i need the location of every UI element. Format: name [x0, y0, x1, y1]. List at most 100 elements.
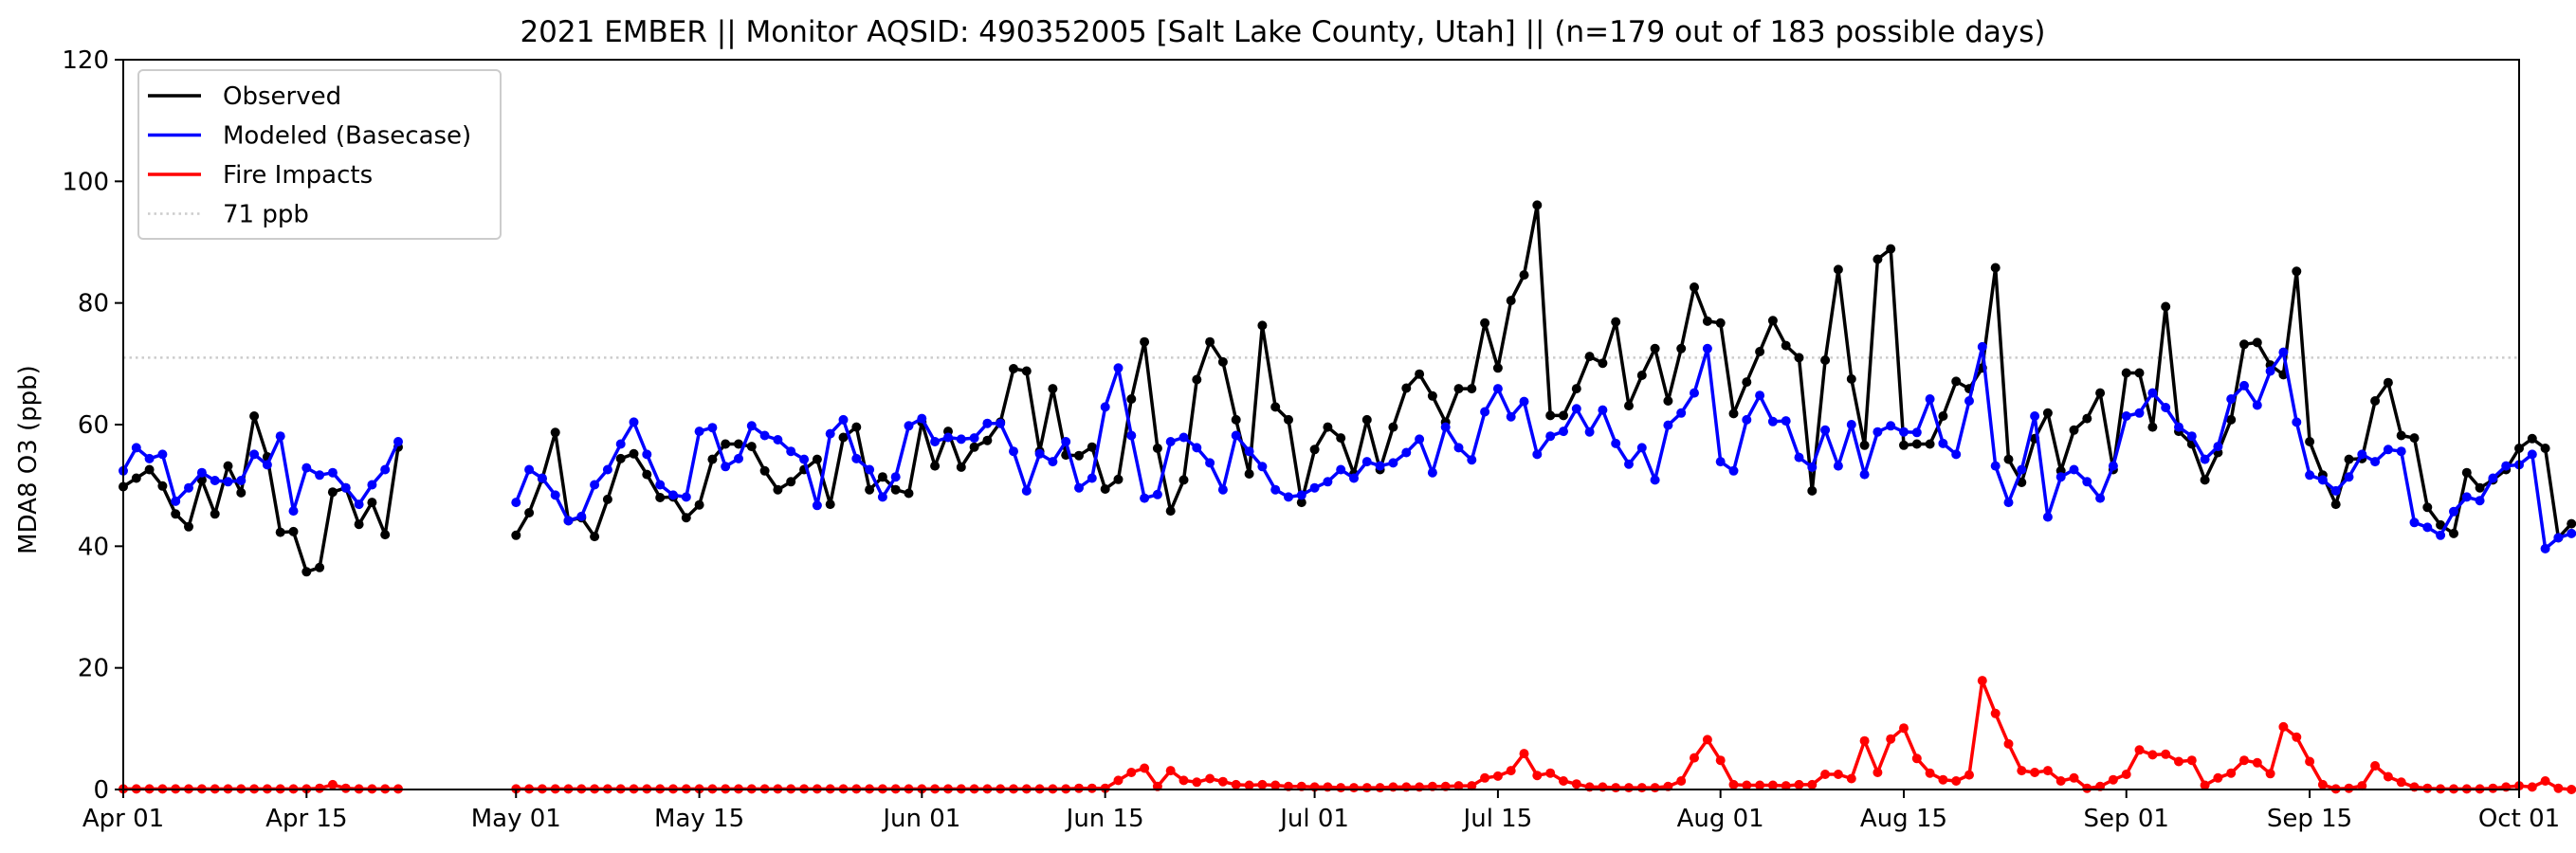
- data-point: [1244, 780, 1254, 790]
- data-point: [956, 434, 966, 445]
- data-point: [1492, 363, 1503, 373]
- data-point: [2488, 783, 2498, 793]
- data-point: [2265, 366, 2275, 376]
- data-point: [1427, 467, 1437, 478]
- data-point: [1375, 461, 1385, 471]
- data-point: [1702, 735, 1712, 745]
- data-point: [196, 467, 207, 478]
- data-point: [982, 435, 993, 445]
- data-point: [2069, 464, 2079, 475]
- data-point: [773, 435, 783, 445]
- data-point: [1087, 783, 1097, 793]
- data-point: [1873, 254, 1883, 264]
- data-point: [1742, 414, 1752, 425]
- data-point: [1217, 484, 1228, 495]
- data-point: [590, 532, 600, 542]
- data-point: [1284, 414, 1293, 425]
- data-point: [2409, 517, 2420, 528]
- data-point: [1349, 783, 1359, 793]
- data-point: [2422, 783, 2433, 793]
- data-point: [1231, 430, 1241, 441]
- data-point: [1532, 449, 1543, 460]
- data-point: [576, 511, 587, 521]
- data-point: [1742, 377, 1752, 388]
- data-point: [262, 460, 272, 470]
- data-point: [2200, 454, 2210, 464]
- data-point: [2252, 337, 2262, 348]
- data-point: [380, 530, 391, 540]
- data-point: [1453, 443, 1464, 453]
- data-point: [1244, 469, 1254, 479]
- data-point: [2461, 467, 2472, 478]
- chart-title: 2021 EMBER || Monitor AQSID: 490352005 […: [520, 15, 2045, 49]
- data-point: [2017, 464, 2027, 475]
- data-point: [1480, 407, 1490, 417]
- data-point: [2370, 457, 2381, 467]
- data-point: [1309, 445, 1320, 455]
- data-point: [2226, 768, 2237, 778]
- data-point: [1217, 356, 1228, 367]
- data-point: [1126, 430, 1137, 441]
- data-point: [1584, 352, 1595, 362]
- data-point: [1113, 775, 1124, 786]
- data-point: [930, 461, 941, 471]
- data-point: [1676, 776, 1687, 786]
- data-point: [759, 430, 770, 441]
- data-point: [1820, 770, 1831, 779]
- data-point: [1925, 439, 1935, 449]
- data-point: [1650, 475, 1660, 485]
- data-point: [2069, 425, 2079, 435]
- data-point: [1361, 457, 1372, 467]
- data-point: [1899, 426, 1909, 437]
- data-point: [1165, 766, 1176, 776]
- data-point: [851, 422, 862, 432]
- data-point: [1911, 753, 1922, 764]
- data-point: [746, 421, 757, 431]
- data-point: [1951, 776, 1962, 786]
- data-point: [1728, 465, 1739, 476]
- data-point: [1231, 414, 1241, 425]
- data-point: [812, 500, 822, 511]
- data-point: [2527, 433, 2537, 444]
- data-point: [1532, 771, 1543, 781]
- x-tick-label: Aug 01: [1677, 805, 1764, 833]
- data-point: [511, 530, 521, 540]
- data-point: [2252, 757, 2262, 768]
- data-point: [721, 439, 731, 449]
- data-point: [2095, 493, 2106, 503]
- data-point: [2396, 777, 2406, 788]
- data-point: [2042, 408, 2053, 418]
- data-point: [144, 464, 155, 475]
- data-point: [2317, 475, 2328, 485]
- data-point: [2200, 780, 2210, 790]
- data-point: [2121, 770, 2131, 779]
- data-point: [1323, 422, 1333, 432]
- data-point: [904, 488, 914, 499]
- data-point: [1126, 768, 1137, 777]
- data-point: [1257, 320, 1268, 331]
- data-point: [681, 492, 691, 502]
- data-point: [1859, 469, 1870, 480]
- data-point: [2475, 482, 2485, 493]
- data-point: [2108, 774, 2118, 785]
- data-point: [1126, 394, 1137, 404]
- data-point: [2186, 755, 2197, 766]
- series-line: [121, 434, 400, 513]
- data-point: [1192, 374, 1202, 385]
- data-point: [2567, 518, 2576, 529]
- data-point: [2540, 776, 2550, 786]
- data-point: [1584, 426, 1595, 437]
- data-point: [655, 480, 666, 490]
- data-point: [1690, 282, 1699, 292]
- data-point: [1545, 410, 1556, 421]
- data-point: [2055, 472, 2066, 482]
- data-point: [2436, 530, 2446, 540]
- data-point: [2567, 528, 2576, 538]
- legend-box: [137, 69, 502, 240]
- data-point: [668, 490, 678, 500]
- data-point: [171, 496, 181, 506]
- data-point: [1977, 676, 1987, 686]
- x-tick-label: May 01: [471, 805, 561, 833]
- y-tick-label: 0: [93, 776, 109, 805]
- data-point: [1401, 447, 1412, 458]
